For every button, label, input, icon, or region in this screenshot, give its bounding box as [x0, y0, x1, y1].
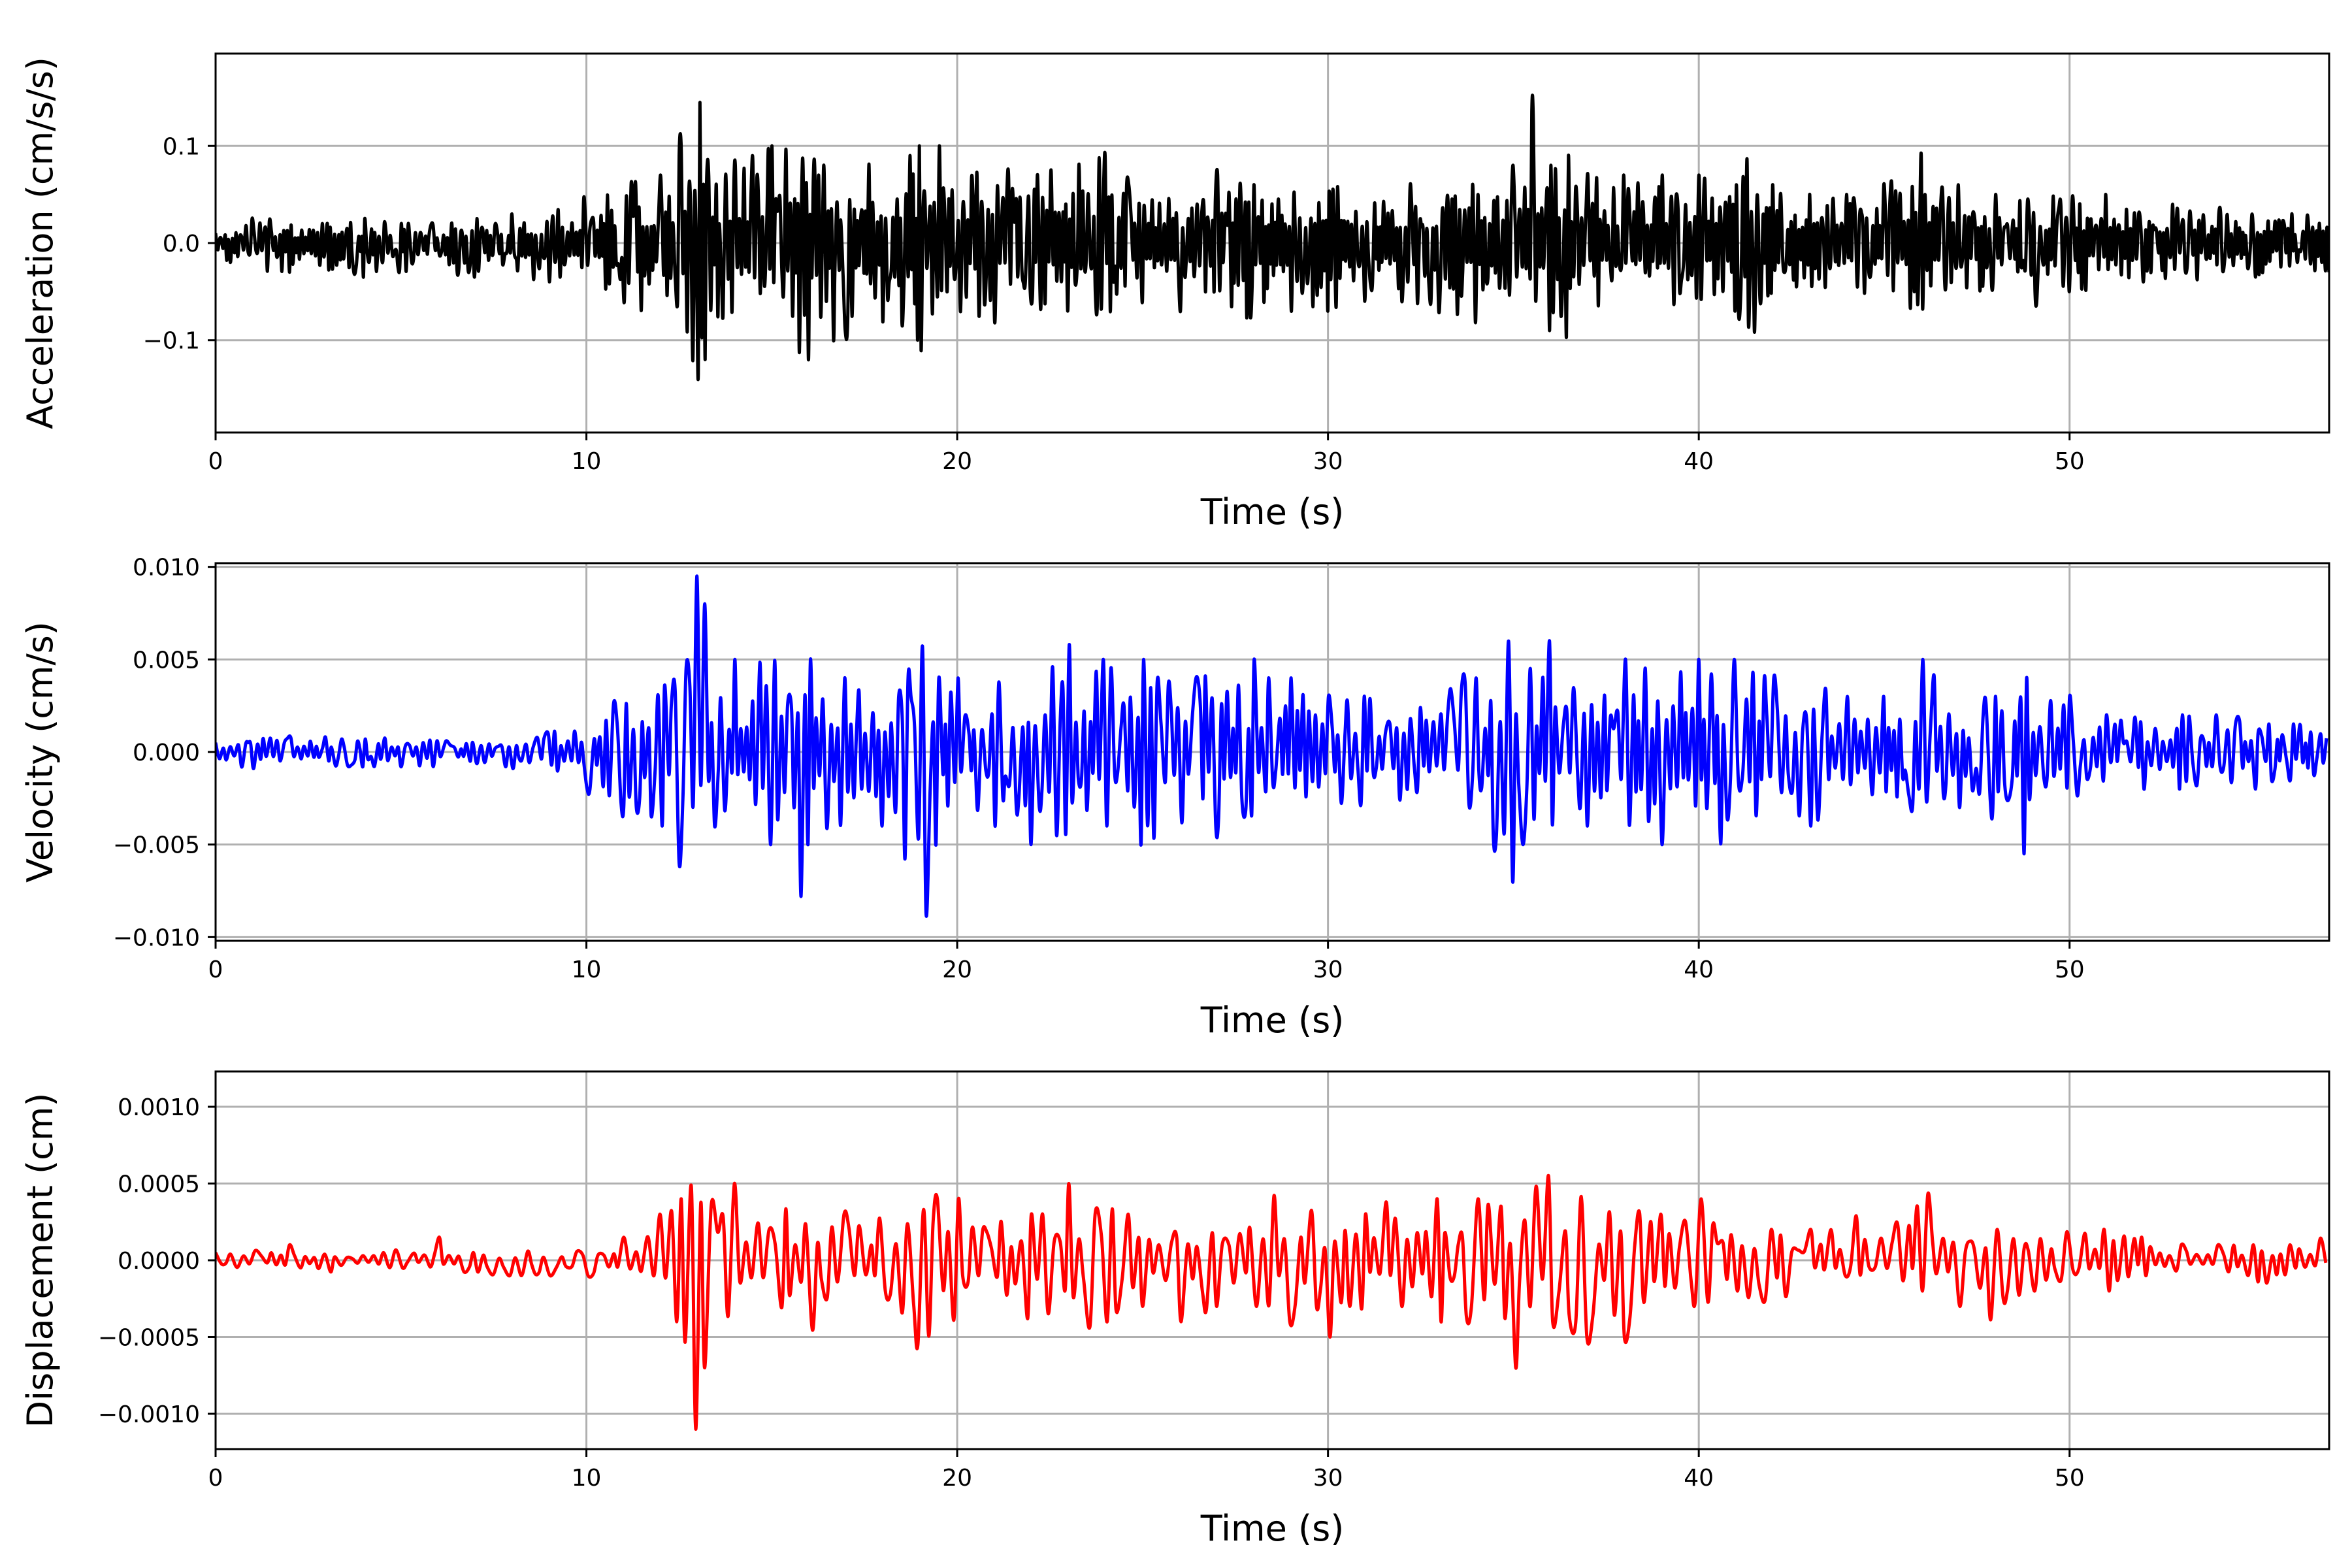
displacement-y-tick-label-3: 0.0005 — [118, 1171, 200, 1198]
velocity-x-tick-label-1: 10 — [572, 956, 602, 983]
acceleration-x-axis-label: Time (s) — [1200, 491, 1345, 532]
velocity-y-tick-label-4: 0.010 — [133, 555, 200, 581]
displacement-panel: 0 10 20 30 40 50 −0.0010 −0.0005 0.0000 0.0005 0.0… — [20, 1070, 2330, 1549]
displacement-x-tick-label-1: 10 — [572, 1465, 602, 1492]
displacement-x-tick-label-2: 20 — [942, 1465, 972, 1492]
displacement-x-tick-label-3: 30 — [1313, 1465, 1343, 1492]
acceleration-x-tick-label-0: 0 — [208, 448, 223, 475]
acceleration-x-tick-label-4: 40 — [1684, 448, 1714, 475]
velocity-x-tick-label-2: 20 — [942, 956, 972, 983]
acceleration-y-tick-label-2: 0.1 — [163, 133, 200, 160]
acceleration-panel: 0 10 20 30 40 50 −0.1 0.0 0.1 Time (s) Acceleratio… — [20, 52, 2330, 532]
displacement-x-tick-label-4: 40 — [1684, 1465, 1714, 1492]
velocity-x-tick-label-3: 30 — [1313, 956, 1343, 983]
displacement-y-tick-label-4: 0.0010 — [118, 1094, 200, 1121]
velocity-x-tick-label-4: 40 — [1684, 956, 1714, 983]
acceleration-y-tick-label-0: −0.1 — [143, 328, 200, 355]
displacement-x-axis-label: Time (s) — [1200, 1508, 1345, 1549]
velocity-y-axis-label: Velocity (cm/s) — [20, 621, 61, 883]
velocity-y-tick-label-1: −0.005 — [113, 832, 200, 859]
acceleration-x-tick-label-5: 50 — [2055, 448, 2085, 475]
displacement-x-tick-label-0: 0 — [208, 1465, 223, 1492]
velocity-x-tick-label-0: 0 — [208, 956, 223, 983]
velocity-y-tick-label-3: 0.005 — [133, 647, 200, 674]
displacement-y-axis-label: Displacement (cm) — [20, 1093, 61, 1428]
velocity-x-axis-label: Time (s) — [1200, 1000, 1345, 1041]
velocity-y-tick-label-2: 0.000 — [133, 740, 200, 766]
displacement-y-tick-label-2: 0.0000 — [118, 1248, 200, 1275]
velocity-x-tick-label-5: 50 — [2055, 956, 2085, 983]
acceleration-x-tick-label-1: 10 — [572, 448, 602, 475]
acceleration-y-tick-label-1: 0.0 — [163, 231, 200, 257]
displacement-series-line — [216, 1174, 2328, 1431]
velocity-series-line — [216, 574, 2328, 918]
velocity-panel: 0 10 20 30 40 50 −0.010 −0.005 0.000 0.005 0.010 Ti… — [20, 555, 2330, 1041]
displacement-y-tick-label-0: −0.0010 — [98, 1401, 200, 1428]
acceleration-y-axis-label: Acceleration (cm/s/s) — [20, 57, 61, 429]
displacement-y-tick-label-1: −0.0005 — [98, 1324, 200, 1351]
acceleration-x-tick-label-2: 20 — [942, 448, 972, 475]
displacement-x-tick-label-5: 50 — [2055, 1465, 2085, 1492]
velocity-y-tick-label-0: −0.010 — [113, 924, 200, 951]
acceleration-series-line — [216, 93, 2329, 382]
acceleration-x-tick-label-3: 30 — [1313, 448, 1343, 475]
